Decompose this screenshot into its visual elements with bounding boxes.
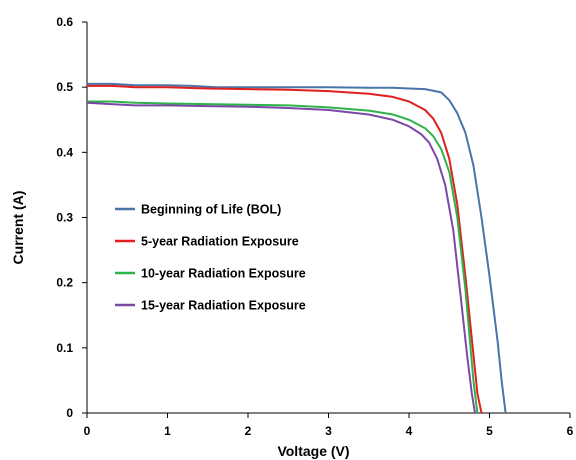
axes — [86, 22, 570, 414]
y-tick-label: 0.1 — [56, 341, 73, 355]
series-line-1 — [87, 82, 507, 414]
x-tick-label: 4 — [406, 424, 413, 438]
x-tick-label: 0 — [84, 424, 91, 438]
legend: Beginning of Life (BOL) 5-year Radiation … — [115, 203, 306, 313]
series-line-2 — [87, 84, 483, 414]
y-tick-label: 0.5 — [56, 80, 73, 94]
legend-label-4: 15-year Radiation Exposure — [141, 299, 306, 313]
x-tick-label: 5 — [486, 424, 493, 438]
legend-label-2: 5-year Radiation Exposure — [141, 235, 299, 249]
y-tick-label: 0 — [66, 406, 73, 420]
y-tick-label: 0.3 — [56, 211, 73, 225]
x-tick-label: 2 — [245, 424, 252, 438]
x-tick-label: 3 — [325, 424, 332, 438]
legend-label-1: Beginning of Life (BOL) — [141, 203, 281, 217]
y-axis-title: Current (A) — [10, 191, 26, 265]
y-tick-label: 0.6 — [56, 15, 73, 29]
series-lines — [86, 82, 507, 414]
legend-label-3: 10-year Radiation Exposure — [141, 267, 306, 281]
series-line-3 — [87, 100, 479, 414]
series-line-4 — [86, 101, 476, 414]
y-tick-label: 0.2 — [56, 276, 73, 290]
x-tick-label: 1 — [164, 424, 171, 438]
x-tick-label: 6 — [567, 424, 574, 438]
y-ticks: 0 0.1 0.2 0.3 0.4 0.5 0.6 — [56, 15, 87, 420]
x-ticks: 0 1 2 3 4 5 6 — [84, 413, 574, 438]
x-axis-title: Voltage (V) — [277, 443, 349, 459]
y-tick-label: 0.4 — [56, 145, 73, 159]
